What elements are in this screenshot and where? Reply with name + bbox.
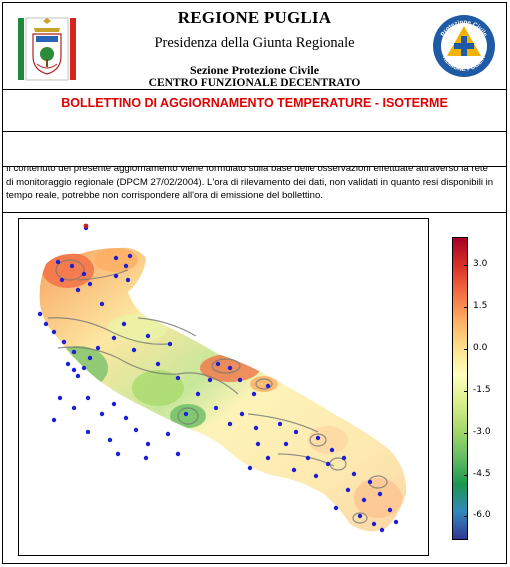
regione-puglia-logo [18, 17, 76, 81]
bulletin-band: BOLLETTINO DI AGGIORNAMENTO TEMPERATURE … [2, 90, 507, 132]
bulletin-title: BOLLETTINO DI AGGIORNAMENTO TEMPERATURE … [61, 96, 448, 110]
puglia-region-shape [39, 247, 407, 532]
colorbar [452, 237, 468, 540]
isotherm-lines [47, 259, 388, 524]
disclaimer-box: Il contenuto del presente aggiornamento … [2, 166, 507, 213]
presidency-subtitle: Presidenza della Giunta Regionale [154, 35, 355, 51]
colorbar-tickmark [464, 433, 468, 434]
header: REGIONE PUGLIA Presidenza della Giunta R… [2, 2, 507, 90]
colorbar-tick-label: -6.0 [473, 510, 491, 520]
region-title: REGIONE PUGLIA [177, 8, 332, 27]
section-name: Sezione Protezione Civile [189, 63, 320, 77]
colorbar-tickmark [464, 307, 468, 308]
station-marker-highlight [83, 223, 89, 229]
colorbar-tickmark [464, 516, 468, 517]
centre-name: CENTRO FUNZIONALE DECENTRATO [148, 77, 361, 89]
colorbar-tick-label: 0.0 [473, 343, 488, 353]
disclaimer-text: Il contenuto del presente aggiornamento … [6, 166, 494, 201]
colorbar-tick-label: -4.5 [473, 469, 491, 479]
colorbar-tick-label: 3.0 [473, 259, 488, 269]
station-markers [37, 225, 399, 533]
colorbar-tick-label: -3.0 [473, 427, 491, 437]
colorbar-tick-label: -1.5 [473, 385, 491, 395]
colorbar-tickmark [464, 475, 468, 476]
protezione-civile-logo: Protezione Civile REGIONE PUGLIA [433, 15, 495, 77]
colorbar-tickmark [464, 265, 468, 266]
isotherm-map [37, 223, 407, 533]
colorbar-tickmark [464, 391, 468, 392]
colorbar-tick-label: 1.5 [473, 301, 488, 311]
colorbar-tickmark [464, 349, 468, 350]
